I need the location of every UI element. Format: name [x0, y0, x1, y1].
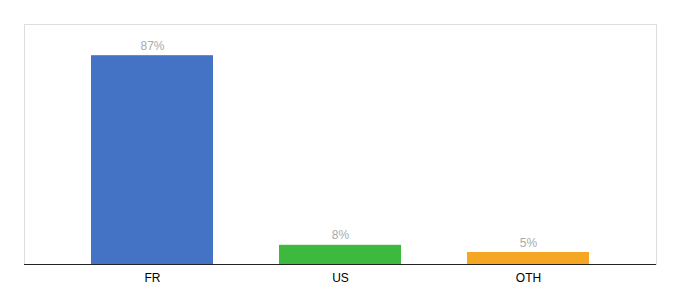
svg-text:FR: FR [145, 271, 161, 285]
svg-text:US: US [332, 271, 349, 285]
svg-text:OTH: OTH [516, 271, 541, 285]
svg-text:5%: 5% [520, 236, 538, 250]
svg-text:8%: 8% [332, 228, 350, 242]
svg-text:87%: 87% [140, 39, 164, 53]
